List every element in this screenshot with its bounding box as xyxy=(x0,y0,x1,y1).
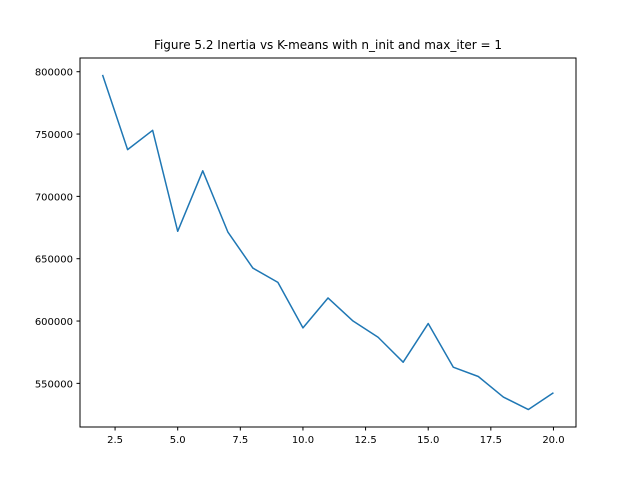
x-tick-label: 10.0 xyxy=(292,435,314,446)
x-tick-label: 20.0 xyxy=(542,435,564,446)
y-tick-label: 800000 xyxy=(35,68,73,79)
y-tick-label: 750000 xyxy=(35,130,73,141)
x-axis-ticks: 2.5 5.0 7.5 10.0 12.5 15.0 17.5 20.0 xyxy=(107,427,565,446)
y-tick-label: 600000 xyxy=(35,317,73,328)
x-tick-label: 5.0 xyxy=(170,435,186,446)
x-tick-label: 15.0 xyxy=(417,435,439,446)
chart-title: Figure 5.2 Inertia vs K-means with n_ini… xyxy=(154,38,502,52)
x-tick-label: 2.5 xyxy=(107,435,123,446)
y-tick-label: 550000 xyxy=(35,379,73,390)
y-tick-label: 700000 xyxy=(35,192,73,203)
y-axis-ticks: 550000 600000 650000 700000 750000 800000 xyxy=(35,68,80,390)
x-tick-label: 7.5 xyxy=(232,435,248,446)
x-tick-label: 17.5 xyxy=(480,435,502,446)
series-layer xyxy=(101,74,554,411)
y-tick-label: 650000 xyxy=(35,255,73,266)
x-tick-label: 12.5 xyxy=(354,435,376,446)
plot-area-frame xyxy=(79,57,577,428)
